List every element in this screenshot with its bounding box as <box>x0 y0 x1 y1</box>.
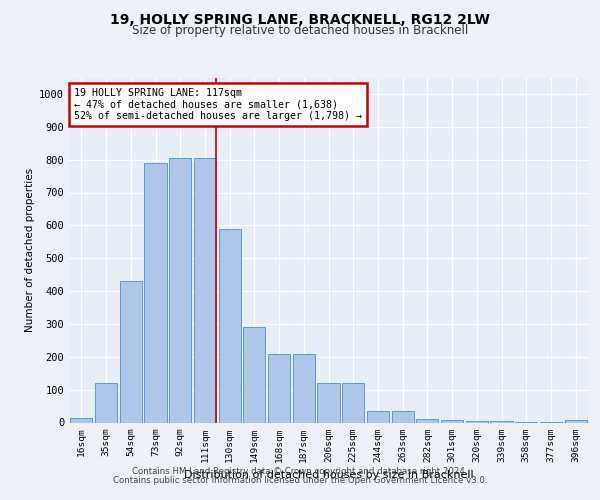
Bar <box>367 411 389 422</box>
Bar <box>194 158 216 422</box>
Bar <box>317 383 340 422</box>
Bar <box>70 418 92 422</box>
Bar <box>145 163 167 422</box>
Bar <box>218 228 241 422</box>
Text: Size of property relative to detached houses in Bracknell: Size of property relative to detached ho… <box>132 24 468 37</box>
Bar <box>119 281 142 422</box>
Bar <box>342 383 364 422</box>
Bar <box>169 158 191 422</box>
Bar <box>243 327 265 422</box>
Y-axis label: Number of detached properties: Number of detached properties <box>25 168 35 332</box>
X-axis label: Distribution of detached houses by size in Bracknell: Distribution of detached houses by size … <box>184 470 473 480</box>
Text: 19, HOLLY SPRING LANE, BRACKNELL, RG12 2LW: 19, HOLLY SPRING LANE, BRACKNELL, RG12 2… <box>110 12 490 26</box>
Bar <box>392 411 414 422</box>
Bar <box>416 419 439 422</box>
Bar <box>95 383 117 422</box>
Text: 19 HOLLY SPRING LANE: 117sqm
← 47% of detached houses are smaller (1,638)
52% of: 19 HOLLY SPRING LANE: 117sqm ← 47% of de… <box>74 88 362 121</box>
Bar <box>441 420 463 422</box>
Text: Contains public sector information licensed under the Open Government Licence v3: Contains public sector information licen… <box>113 476 487 485</box>
Text: Contains HM Land Registry data © Crown copyright and database right 2024.: Contains HM Land Registry data © Crown c… <box>132 467 468 476</box>
Bar <box>565 420 587 422</box>
Bar <box>466 421 488 422</box>
Bar <box>490 421 512 422</box>
Bar <box>268 354 290 422</box>
Bar <box>293 354 315 422</box>
